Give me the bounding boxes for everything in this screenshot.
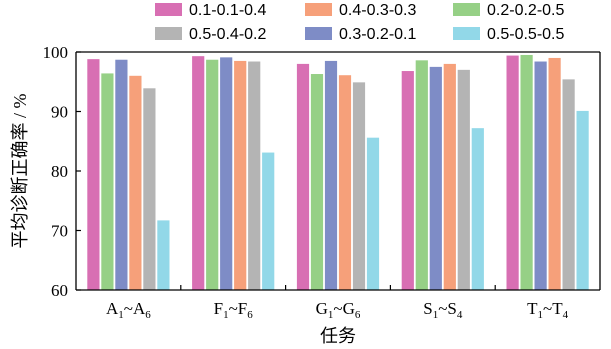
y-tick-label: 100 — [43, 43, 69, 62]
bar-0.5-0.4-0.2-2 — [352, 82, 366, 290]
y-tick-label: 70 — [51, 222, 68, 241]
bar-0.3-0.2-0.1-0 — [115, 59, 128, 291]
bar-0.3-0.2-0.1-4 — [534, 61, 547, 290]
bar-0.1-0.1-0.4-1 — [192, 56, 205, 290]
legend-label: 0.1-0.1-0.4 — [189, 2, 266, 19]
bar-0.1-0.1-0.4-4 — [506, 55, 519, 290]
bar-0.3-0.2-0.1-2 — [324, 60, 338, 290]
x-axis-label: 任务 — [320, 326, 356, 346]
bar-0.4-0.3-0.3-1 — [234, 60, 247, 290]
x-tick-label: A1~A6 — [106, 299, 151, 321]
bar-0.5-0.5-0.5-4 — [576, 110, 589, 290]
bars-group — [87, 54, 589, 291]
y-axis-label: 平均诊断正确率 / % — [10, 93, 30, 248]
legend-swatch — [155, 3, 182, 16]
bar-0.2-0.2-0.5-4 — [520, 54, 533, 290]
legend-label: 0.3-0.2-0.1 — [339, 26, 416, 43]
axes-group: 60 70 80 90 100 A1~A6 F1~F6 G1~G6 S1~S4 T1~T4 — [43, 43, 601, 321]
bar-0.5-0.4-0.2-1 — [248, 61, 261, 290]
legend-swatch — [453, 27, 480, 40]
bar-0.2-0.2-0.5-2 — [310, 74, 324, 291]
bar-0.5-0.4-0.2-3 — [457, 69, 470, 290]
x-tick-label: S1~S4 — [423, 299, 463, 321]
bar-0.3-0.2-0.1-3 — [429, 66, 442, 291]
x-tick-label: G1~G6 — [316, 299, 361, 321]
bar-0.5-0.5-0.5-2 — [366, 137, 380, 290]
x-tick-label: T1~T4 — [527, 299, 568, 321]
legend-label: 0.5-0.4-0.2 — [189, 26, 266, 43]
y-tick-label: 80 — [51, 162, 68, 181]
bar-0.5-0.5-0.5-3 — [471, 128, 484, 290]
bar-0.2-0.2-0.5-0 — [101, 73, 114, 290]
legend-swatch — [305, 27, 332, 40]
bar-0.1-0.1-0.4-0 — [87, 59, 100, 290]
bar-0.2-0.2-0.5-1 — [206, 59, 219, 291]
legend-swatch — [453, 3, 480, 16]
bar-0.4-0.3-0.3-3 — [443, 63, 456, 291]
bar-0.5-0.4-0.2-4 — [562, 79, 575, 291]
bar-0.5-0.4-0.2-0 — [143, 88, 156, 290]
legend-swatch — [305, 3, 332, 16]
bar-0.1-0.1-0.4-3 — [401, 71, 414, 290]
bar-0.5-0.5-0.5-0 — [157, 220, 170, 290]
legend-label: 0.5-0.5-0.5 — [487, 26, 564, 43]
bar-0.4-0.3-0.3-4 — [548, 57, 561, 291]
bar-0.4-0.3-0.3-0 — [129, 75, 142, 290]
bar-0.5-0.5-0.5-1 — [262, 152, 275, 290]
legend-label: 0.4-0.3-0.3 — [339, 2, 416, 19]
legend: 0.1-0.1-0.4 0.4-0.3-0.3 0.2-0.2-0.5 0.5-0.4… — [155, 2, 564, 43]
bar-0.4-0.3-0.3-2 — [338, 75, 352, 291]
bar-0.3-0.2-0.1-1 — [220, 57, 233, 290]
y-tick-label: 60 — [51, 281, 68, 300]
bar-0.2-0.2-0.5-3 — [415, 60, 428, 290]
bar-0.1-0.1-0.4-2 — [296, 63, 310, 291]
legend-label: 0.2-0.2-0.5 — [487, 2, 564, 19]
legend-swatch — [155, 27, 182, 40]
y-tick-label: 90 — [51, 103, 68, 122]
x-tick-label: F1~F6 — [214, 299, 254, 321]
